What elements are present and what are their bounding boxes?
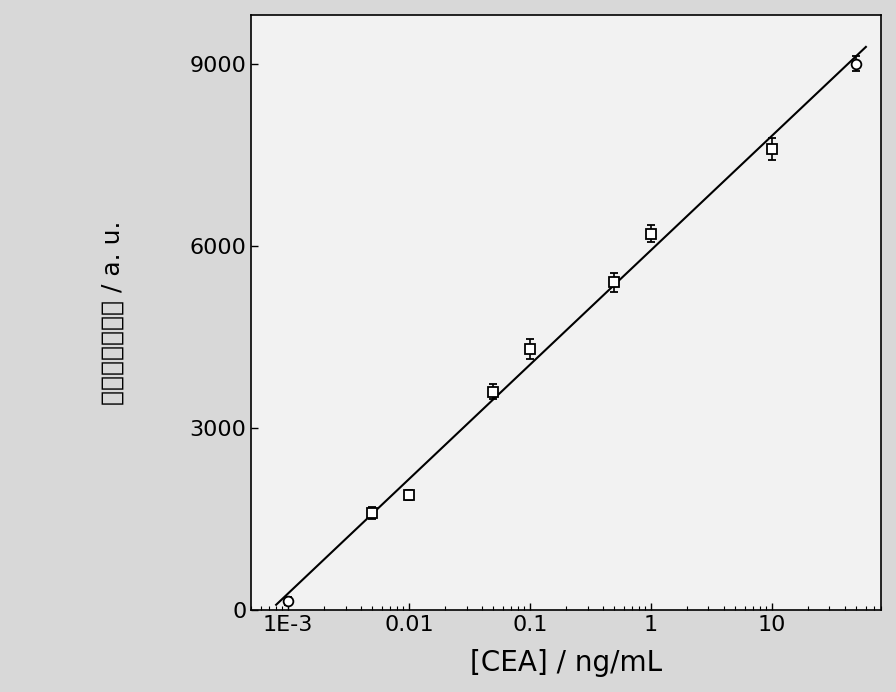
X-axis label: [CEA] / ng/mL: [CEA] / ng/mL [470, 649, 662, 677]
Text: 电化学发光强度 / a. u.: 电化学发光强度 / a. u. [101, 220, 125, 405]
